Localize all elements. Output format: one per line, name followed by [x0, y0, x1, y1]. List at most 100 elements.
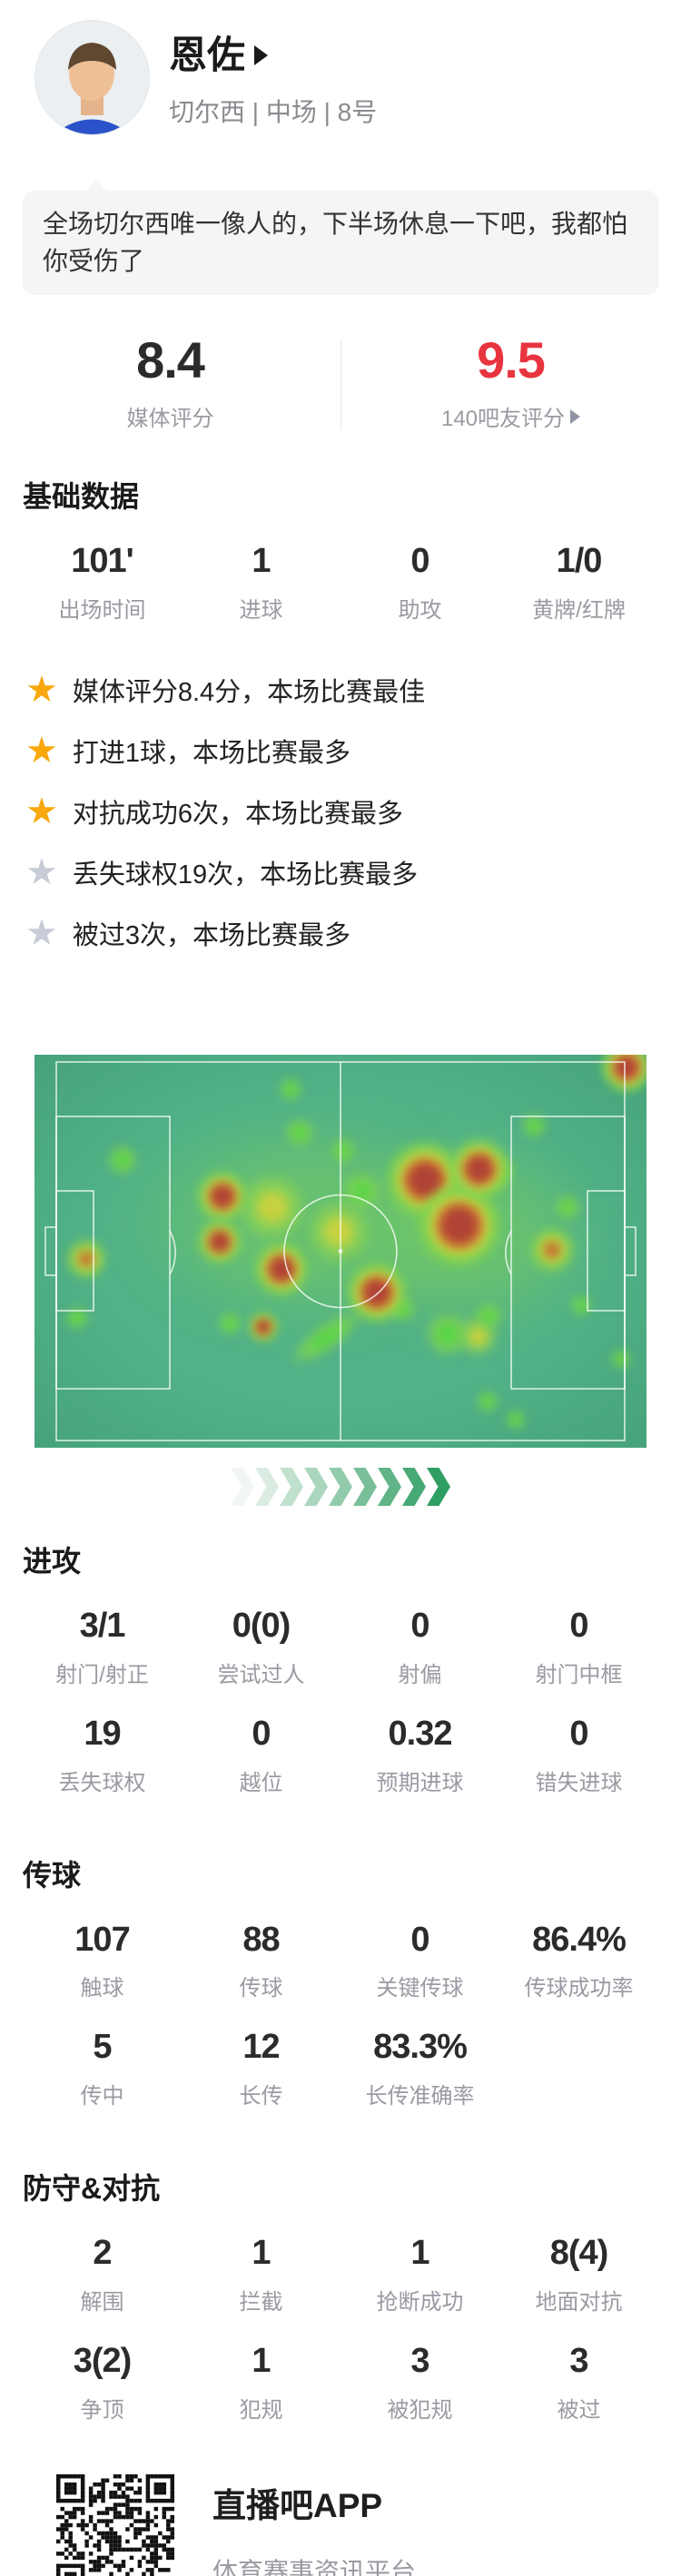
- heat-blob: [195, 1168, 250, 1224]
- highlights-list: ★ 媒体评分8.4分，本场比赛最佳 ★ 打进1球，本场比赛最多 ★ 对抗成功6次，本场比赛…: [0, 669, 681, 955]
- heat-blob: [424, 1310, 471, 1358]
- media-rating: 8.4 媒体评分: [0, 335, 340, 432]
- fans-rating-label: 140吧友评分: [340, 400, 681, 432]
- stat-label: 射门/射正: [55, 1662, 149, 1687]
- stat-label: 拦截: [239, 2289, 283, 2315]
- stat-value: 101': [71, 542, 133, 581]
- passing-stats-grid: 107 触球 88 传球 0 关键传球 86.4% 传球成功率 5 传中 12 长传 83.3% 长传准确…: [23, 1920, 658, 2110]
- defense-title: 防守&对抗: [23, 2172, 161, 2206]
- stat-value: 19: [84, 1714, 121, 1753]
- player-header: 恩佐 切尔西 | 中场 | 8号: [0, 0, 681, 169]
- stat-label: 助攻: [398, 597, 442, 623]
- highlight-text: 打进1球，本场比赛最多: [72, 739, 350, 769]
- stat-cell: 1 进球: [182, 542, 340, 624]
- heat-blob: [528, 1224, 577, 1274]
- heat-blob: [505, 1408, 527, 1431]
- stat-label: 犯规: [239, 2397, 283, 2423]
- highlight-text: 被过3次，本场比赛最多: [72, 921, 350, 951]
- stat-label: 争顶: [80, 2397, 124, 2423]
- chevron-icon: [255, 1467, 279, 1506]
- player-header-text: 恩佐 切尔西 | 中场 | 8号: [169, 20, 681, 129]
- stat-row: 101' 出场时间 1 进球 0 助攻 1/0 黄牌/红牌: [23, 542, 658, 624]
- stat-label: 越位: [239, 1770, 283, 1795]
- stat-label: 长传: [239, 2084, 283, 2109]
- stat-value: 3: [569, 2341, 588, 2380]
- heat-blob: [610, 1347, 632, 1370]
- stat-label: 解围: [80, 2289, 124, 2315]
- position-heatmap: [35, 1054, 646, 1448]
- stat-value: 1: [252, 2341, 271, 2380]
- highlight-text: 媒体评分8.4分，本场比赛最佳: [72, 678, 426, 708]
- stat-label: 传球成功率: [524, 1976, 634, 2001]
- stat-value: 12: [242, 2028, 280, 2067]
- stat-cell: 0(0) 尝试过人: [182, 1606, 340, 1688]
- star-icon: ★: [25, 670, 58, 711]
- fan-quote-text: 全场切尔西唯一像人的，下半场休息一下吧，我都怕你受伤了: [43, 210, 628, 275]
- stat-value: 83.3%: [373, 2028, 468, 2067]
- stat-value: 88: [242, 1920, 280, 1959]
- stat-cell: 0 错失进球: [499, 1715, 658, 1796]
- player-name-row[interactable]: 恩佐: [169, 34, 681, 76]
- heat-blob: [106, 1143, 139, 1176]
- heat-blob: [341, 1170, 381, 1211]
- chevron-icon: [353, 1467, 377, 1506]
- stat-cell: 3 被犯规: [340, 2342, 499, 2424]
- chevron-icon: [304, 1467, 328, 1506]
- pitch-lines: [44, 1061, 637, 1441]
- passing-section: 传球 107 触球 88 传球 0 关键传球 86.4% 传球成功率 5 传中 12 长传 83.3% 长…: [0, 1853, 681, 2110]
- arrow-right-icon: [254, 45, 269, 66]
- chevron-icon: [402, 1467, 426, 1506]
- stat-cell: 0 越位: [182, 1715, 340, 1796]
- stat-value: 107: [74, 1920, 130, 1959]
- stat-value: 2: [93, 2234, 112, 2273]
- bubble-tail: [84, 180, 108, 192]
- stat-label: 出场时间: [58, 597, 146, 623]
- highlight-row: ★ 对抗成功6次，本场比赛最多: [25, 791, 656, 833]
- stat-cell: 12 长传: [182, 2029, 340, 2109]
- stat-cell: 88 传球: [182, 1920, 340, 2002]
- attack-stats-grid: 3/1 射门/射正 0(0) 尝试过人 0 射偏 0 射门中框 19 丢失球权 0 越位 0.32 预期进…: [23, 1606, 658, 1796]
- heat-blob: [196, 1217, 243, 1265]
- star-icon: ★: [25, 731, 58, 772]
- heat-blob: [278, 1076, 303, 1102]
- attack-title: 进攻: [23, 1544, 82, 1578]
- star-icon: ★: [25, 791, 58, 832]
- fans-rating[interactable]: 9.5 140吧友评分: [340, 335, 681, 432]
- basic-stats-section: 基础数据 101' 出场时间 1 进球 0 助攻 1/0 黄牌/红牌: [0, 474, 681, 624]
- stat-cell: 1 拦截: [182, 2234, 340, 2315]
- app-footer: 直播吧APP 体育赛事资讯平台: [0, 2473, 681, 2576]
- fans-rating-label-text: 140吧友评分: [440, 407, 566, 432]
- stat-row: 3/1 射门/射正 0(0) 尝试过人 0 射偏 0 射门中框: [23, 1606, 658, 1688]
- qr-code: [56, 2473, 174, 2576]
- media-rating-label: 媒体评分: [0, 400, 340, 432]
- player-avatar[interactable]: [35, 20, 150, 135]
- stat-value: 86.4%: [532, 1920, 627, 1959]
- stat-cell: 19 丢失球权: [23, 1714, 182, 1796]
- stat-cell: 5 传中: [23, 2029, 182, 2109]
- highlight-text: 丢失球权19次，本场比赛最多: [72, 860, 419, 890]
- heat-blob: [344, 1259, 410, 1325]
- stat-label: 黄牌/红牌: [532, 597, 626, 623]
- ratings-panel: 8.4 媒体评分 9.5 140吧友评分: [0, 335, 681, 432]
- stat-value: 3(2): [73, 2341, 133, 2380]
- basic-stats-title: 基础数据: [23, 480, 140, 514]
- stat-cell: 3/1 射门/射正: [23, 1607, 182, 1688]
- stat-value: 1: [252, 542, 271, 581]
- stat-cell: 107 触球: [23, 1920, 182, 2002]
- heat-blob: [474, 1301, 503, 1331]
- stat-label: 被犯规: [387, 2397, 453, 2423]
- highlight-row: ★ 被过3次，本场比赛最多: [25, 912, 656, 955]
- stat-cell: 0 射偏: [340, 1606, 499, 1688]
- stat-cell: 0 助攻: [340, 542, 499, 624]
- stat-label: 错失进球: [535, 1770, 623, 1795]
- stat-cell: 1/0 黄牌/红牌: [499, 542, 658, 624]
- defense-section: 防守&对抗 2 解围 1 拦截 1 抢断成功 8(4) 地面对抗 3(2) 争顶 1 犯规 3 被犯规 3 被…: [0, 2166, 681, 2424]
- stat-label: 丢失球权: [58, 1770, 146, 1795]
- stat-value: 0(0): [232, 1606, 291, 1645]
- stat-value: 1: [252, 2234, 271, 2273]
- attack-section: 进攻 3/1 射门/射正 0(0) 尝试过人 0 射偏 0 射门中框 19 丢失球权 0 越位 0.32…: [0, 1539, 681, 1796]
- heat-blob: [236, 1170, 309, 1244]
- chevron-icon: [378, 1467, 401, 1506]
- highlight-text: 对抗成功6次，本场比赛最多: [72, 800, 403, 830]
- stat-value: 0: [410, 1606, 429, 1645]
